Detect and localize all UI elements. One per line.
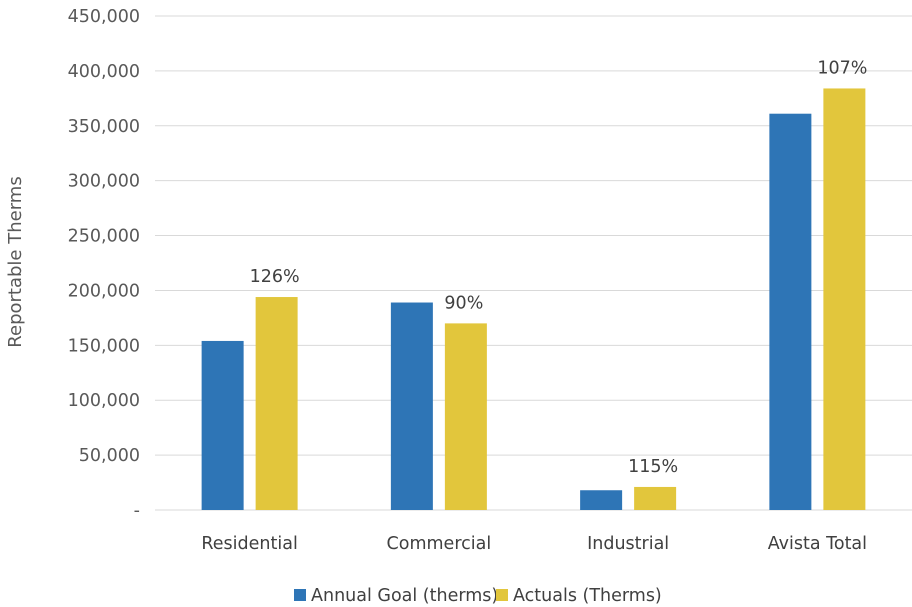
y-tick-label: 400,000	[68, 62, 140, 82]
y-tick-label: 250,000	[68, 227, 140, 247]
bar-actuals	[634, 486, 677, 510]
legend-label: Annual Goal (therms)	[311, 586, 498, 606]
bar-annual-goal	[769, 113, 812, 511]
legend-swatch	[294, 589, 306, 601]
y-tick-label: 300,000	[68, 172, 140, 192]
x-tick-label: Avista Total	[768, 534, 867, 554]
x-tick-label: Commercial	[387, 534, 492, 554]
data-label: 126%	[250, 267, 300, 287]
bar-annual-goal	[390, 302, 433, 510]
y-tick-label: 50,000	[79, 446, 140, 466]
x-axis-category-labels: Residential Commercial Industrial Avista To…	[201, 534, 867, 554]
y-axis-tick-labels: - 50,000 100,000 150,000 200,000 250,000 300,0…	[68, 7, 140, 521]
y-tick-label: 450,000	[68, 7, 140, 27]
bar-actuals	[444, 323, 487, 510]
x-tick-label: Residential	[201, 534, 297, 554]
bar-actuals	[255, 297, 298, 510]
y-tick-label: 100,000	[68, 391, 140, 411]
bars	[201, 88, 866, 511]
data-labels: 126% 90% 115% 107%	[250, 58, 868, 476]
y-axis-title: Reportable Therms	[5, 176, 26, 347]
legend: Annual Goal (therms) Actuals (Therms)	[294, 586, 662, 606]
y-tick-label: 150,000	[68, 336, 140, 356]
x-tick-label: Industrial	[587, 534, 669, 554]
y-tick-label: -	[134, 501, 140, 521]
bar-annual-goal	[201, 340, 244, 510]
data-label: 107%	[817, 58, 867, 78]
legend-swatch	[496, 589, 508, 601]
y-tick-label: 350,000	[68, 117, 140, 137]
data-label: 115%	[628, 457, 678, 477]
data-label: 90%	[444, 293, 483, 313]
bar-annual-goal	[580, 490, 623, 510]
legend-label: Actuals (Therms)	[513, 586, 662, 606]
bar-actuals	[823, 88, 866, 510]
y-tick-label: 200,000	[68, 281, 140, 301]
